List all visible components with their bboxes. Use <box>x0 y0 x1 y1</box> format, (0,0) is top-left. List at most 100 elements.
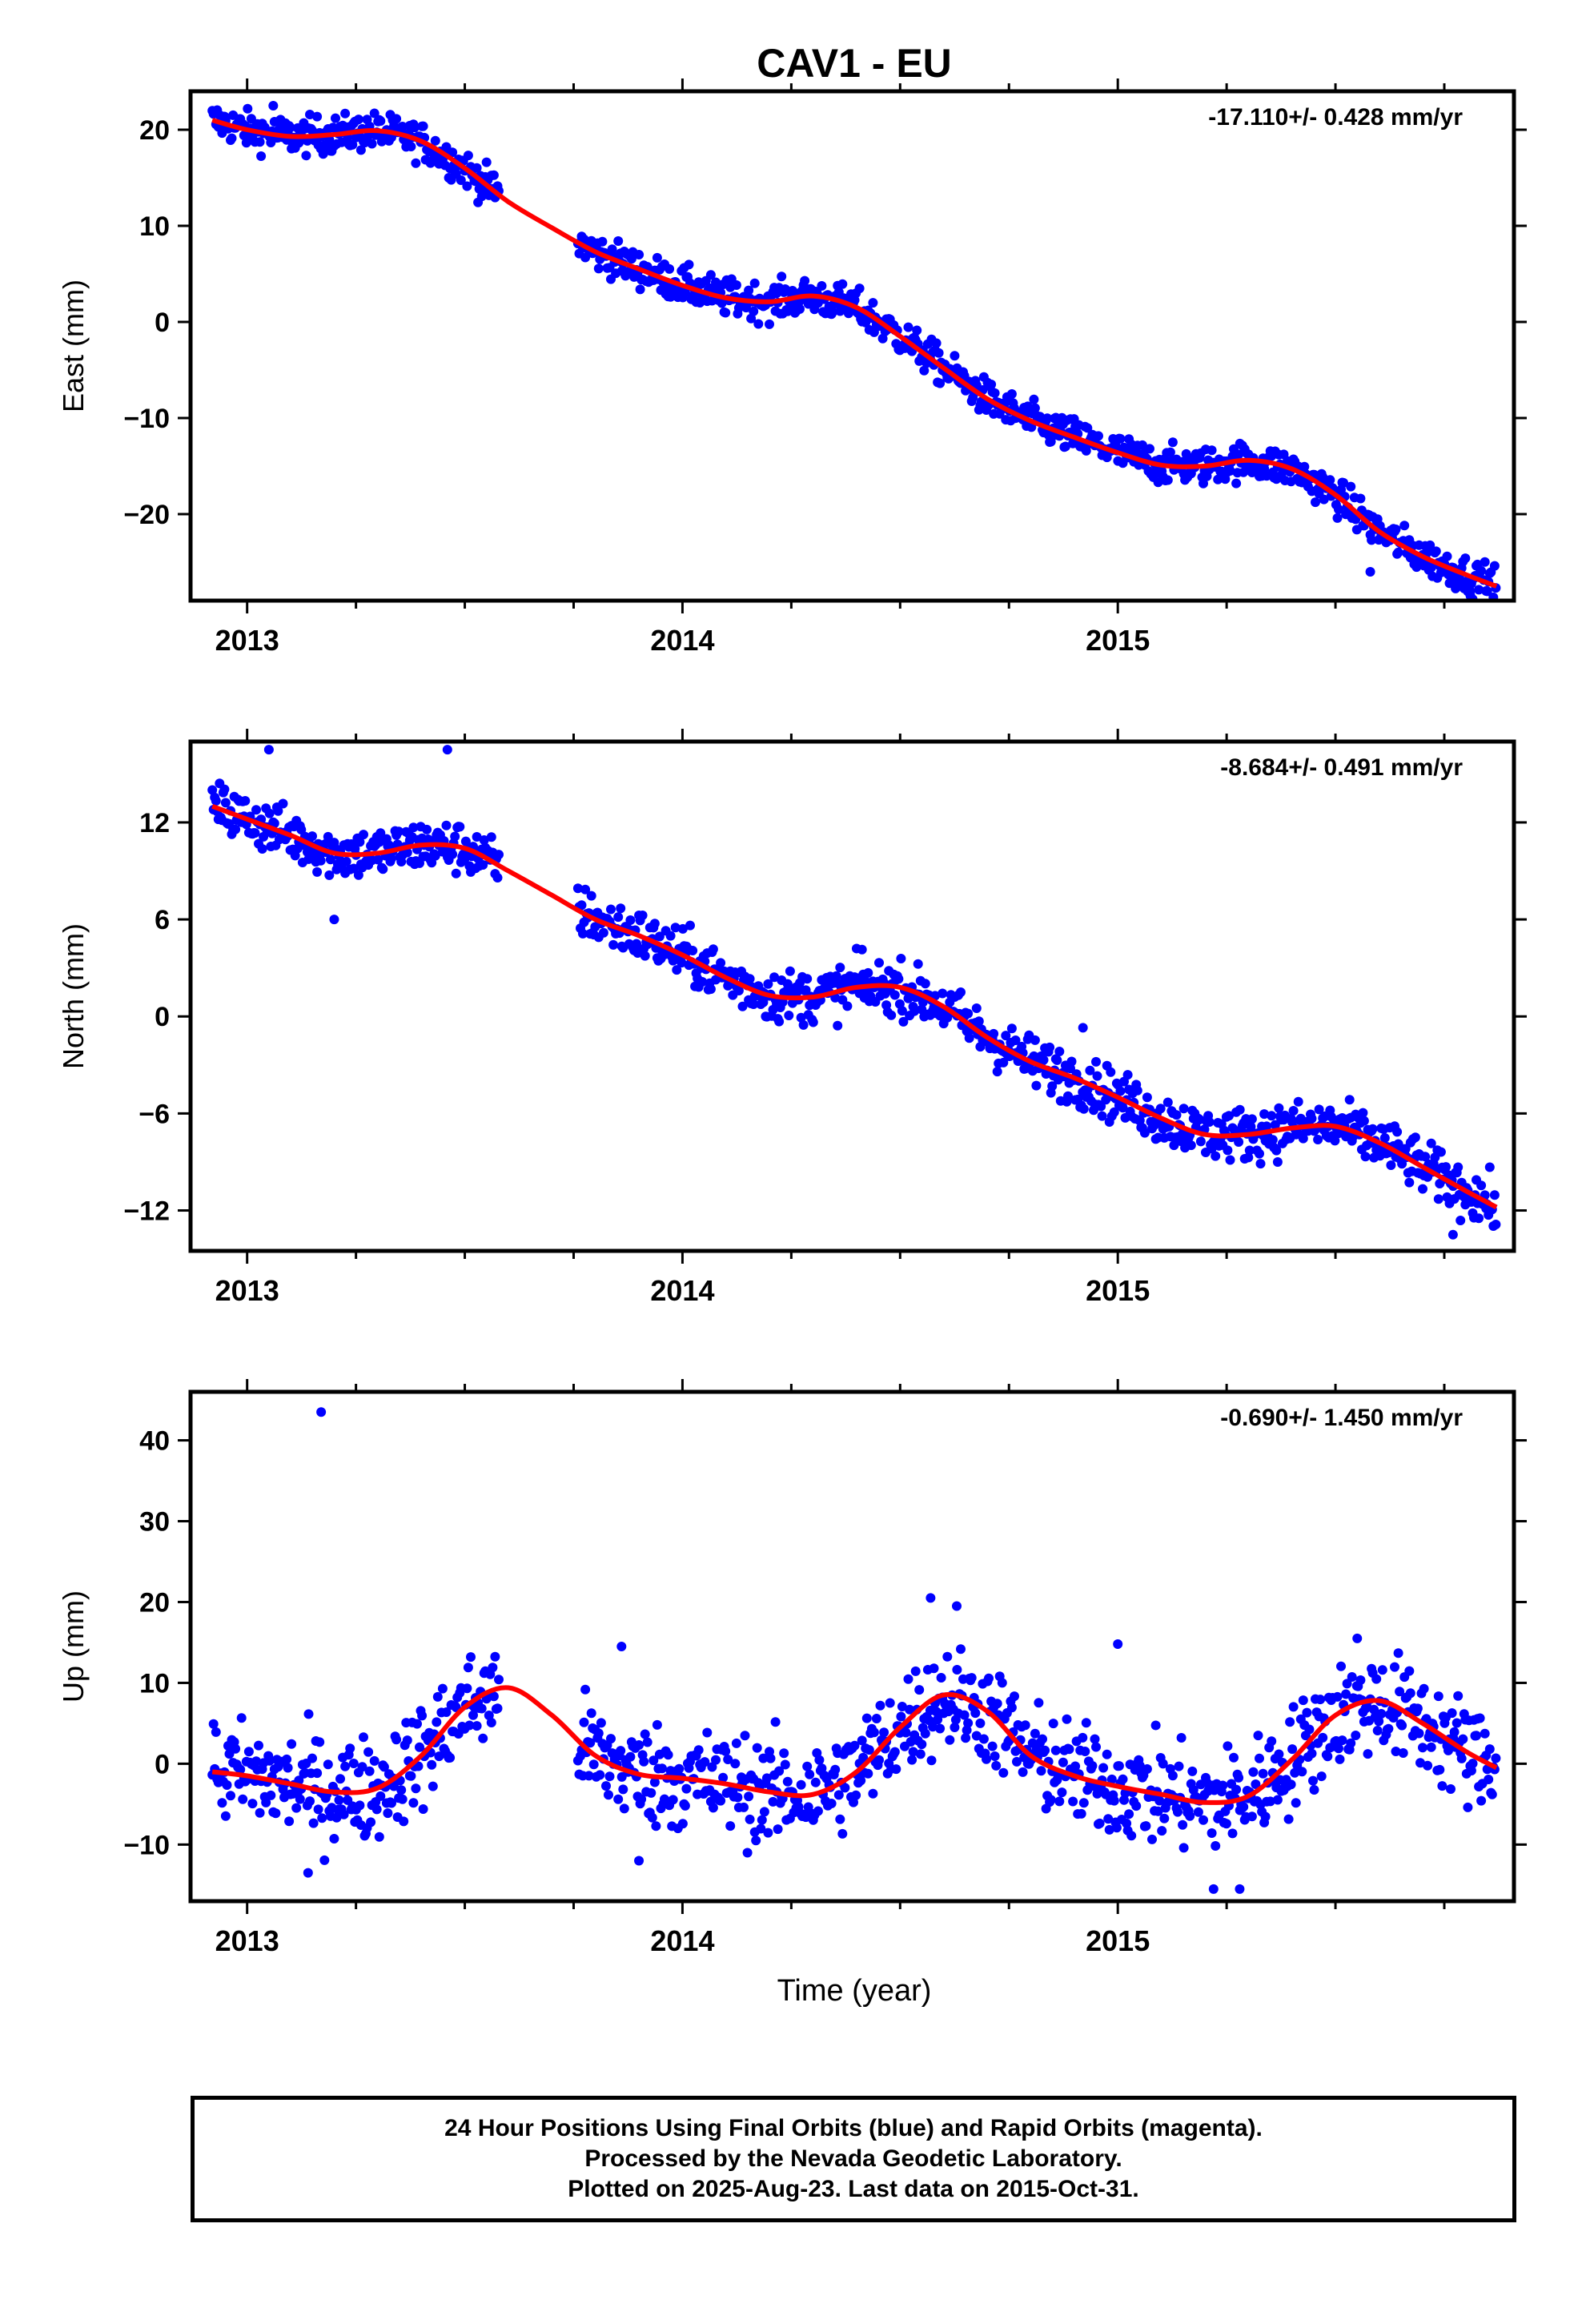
data-point <box>740 1731 750 1741</box>
data-point <box>910 1666 921 1676</box>
data-point <box>634 1740 644 1750</box>
data-point <box>1167 437 1178 448</box>
data-point <box>1218 1780 1228 1791</box>
data-point <box>1078 1798 1089 1808</box>
data-point <box>718 1772 729 1783</box>
data-point <box>874 958 884 968</box>
outlier-point <box>1078 1023 1088 1033</box>
x-tick-label: 2013 <box>215 1274 279 1307</box>
data-point <box>774 1766 785 1776</box>
data-point <box>1336 1661 1346 1671</box>
data-point <box>1098 1763 1109 1773</box>
data-point <box>1330 1136 1340 1146</box>
data-point <box>934 348 944 358</box>
data-point <box>1234 1137 1244 1147</box>
data-point <box>1211 1841 1221 1851</box>
data-point <box>978 1734 989 1744</box>
data-point <box>907 1755 917 1765</box>
data-point <box>586 1708 596 1719</box>
data-point <box>1178 1819 1188 1830</box>
data-point <box>1341 1689 1351 1699</box>
data-point <box>1476 1795 1487 1806</box>
data-point <box>1159 1813 1170 1823</box>
data-point <box>684 259 694 270</box>
data-point <box>432 1717 442 1727</box>
data-point <box>938 988 948 999</box>
data-point <box>430 850 440 861</box>
data-point <box>1441 1162 1451 1172</box>
north-points <box>207 745 1501 1240</box>
data-point <box>1223 1741 1233 1751</box>
data-point <box>619 1803 629 1814</box>
data-point <box>1040 1745 1050 1755</box>
data-point <box>335 1774 345 1784</box>
data-point <box>613 912 624 923</box>
data-point <box>355 837 365 847</box>
data-point <box>1404 1177 1415 1188</box>
data-point <box>1229 1752 1239 1763</box>
data-point <box>468 1710 478 1720</box>
data-point <box>742 1848 753 1858</box>
data-point <box>448 147 458 158</box>
data-point <box>1287 1744 1298 1755</box>
data-point <box>1491 1220 1501 1229</box>
data-point <box>238 1794 248 1804</box>
data-point <box>814 1755 825 1765</box>
data-point <box>901 1727 911 1738</box>
data-point <box>427 1759 437 1770</box>
data-point <box>749 999 759 1009</box>
data-point <box>389 1781 399 1791</box>
data-point <box>1399 521 1410 531</box>
data-point <box>1316 1771 1327 1782</box>
data-point <box>1169 1140 1179 1151</box>
y-tick-label: 10 <box>139 1668 170 1699</box>
data-point <box>990 1751 1000 1761</box>
data-point <box>810 1777 821 1787</box>
data-point <box>1078 1104 1089 1114</box>
data-point <box>1050 1745 1061 1755</box>
data-point <box>917 997 928 1007</box>
data-point <box>492 873 503 883</box>
data-point <box>412 1719 422 1729</box>
data-point <box>1342 1679 1352 1689</box>
data-point <box>1391 525 1401 534</box>
data-point <box>387 854 396 863</box>
data-point <box>408 822 419 833</box>
east-panel: 20 10 0 −10 −20 2013 2014 2015 East (mm) -17.110+… <box>57 78 1527 657</box>
data-point <box>745 974 755 984</box>
data-point <box>652 252 662 263</box>
data-point <box>903 322 913 332</box>
data-point <box>1309 1785 1319 1795</box>
data-point <box>858 1752 869 1763</box>
up-panel: 40 30 20 10 0 −10 2013 2014 2015 Up (mm) -0.690+/-… <box>57 1379 1527 1957</box>
data-point <box>315 855 326 866</box>
data-point <box>997 1678 1007 1688</box>
data-point <box>761 1773 772 1783</box>
data-point <box>1030 1035 1040 1045</box>
data-point <box>1480 1728 1490 1739</box>
data-point <box>1103 1814 1114 1824</box>
data-point <box>1054 1047 1065 1056</box>
data-point <box>1115 433 1126 444</box>
data-point <box>1036 1766 1046 1776</box>
data-point <box>323 831 333 842</box>
data-point <box>451 868 461 879</box>
data-point <box>1147 1834 1157 1844</box>
data-point <box>324 870 335 880</box>
data-point <box>478 1733 488 1743</box>
data-point <box>739 1802 749 1812</box>
data-point <box>319 1855 330 1865</box>
data-point <box>478 860 488 870</box>
data-point <box>1355 1675 1366 1685</box>
data-point <box>1114 1761 1124 1771</box>
data-point <box>721 308 731 318</box>
data-point <box>753 319 764 329</box>
data-point <box>278 798 288 809</box>
data-point <box>1453 1691 1464 1701</box>
data-point <box>813 1806 823 1816</box>
up-points <box>207 1407 1501 1894</box>
data-point <box>441 820 452 830</box>
data-point <box>1474 1213 1484 1224</box>
data-point <box>1410 1132 1420 1143</box>
north-panel: 12 6 0 −6 −12 2013 2014 2015 North (mm) -8.684+/-… <box>57 729 1527 1307</box>
